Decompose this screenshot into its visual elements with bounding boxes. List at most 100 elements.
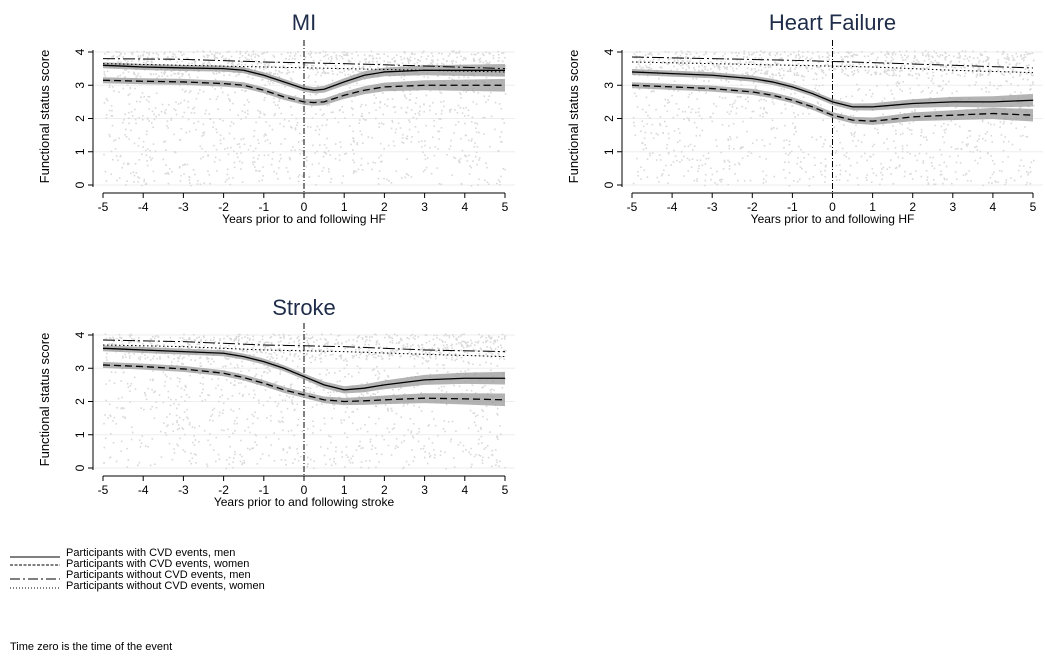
scatter-point <box>424 169 426 171</box>
scatter-point <box>988 72 991 75</box>
scatter-point <box>124 69 126 71</box>
scatter-point <box>424 451 427 453</box>
scatter-point <box>755 70 758 73</box>
scatter-point <box>851 134 853 136</box>
scatter-point <box>253 389 255 392</box>
scatter-point <box>143 59 145 61</box>
scatter-point <box>259 350 262 352</box>
scatter-point <box>184 385 187 387</box>
scatter-point <box>737 62 740 64</box>
scatter-point <box>334 343 336 345</box>
scatter-point <box>437 347 439 350</box>
scatter-point <box>491 454 494 456</box>
scatter-point <box>671 94 673 97</box>
scatter-point <box>646 158 649 160</box>
scatter-point <box>900 54 902 56</box>
scatter-point <box>834 68 837 71</box>
scatter-point <box>214 51 217 54</box>
scatter-point <box>950 146 953 149</box>
scatter-point <box>423 456 426 459</box>
scatter-point <box>377 66 379 69</box>
scatter-point <box>297 141 300 143</box>
scatter-point <box>471 463 473 466</box>
scatter-point <box>340 146 342 148</box>
scatter-point <box>219 134 222 137</box>
scatter-point <box>443 364 445 366</box>
scatter-point <box>376 53 379 55</box>
scatter-point <box>288 71 291 74</box>
scatter-point <box>158 75 160 77</box>
scatter-point <box>217 377 220 380</box>
scatter-point <box>190 462 193 465</box>
scatter-point <box>721 123 724 126</box>
scatter-point <box>914 109 916 111</box>
scatter-point <box>187 57 189 60</box>
scatter-point <box>296 337 298 339</box>
scatter-point <box>270 72 272 74</box>
legend-label: Participants without CVD events, men <box>66 569 251 581</box>
scatter-point <box>489 145 491 148</box>
scatter-point <box>478 438 480 441</box>
scatter-point <box>151 438 154 440</box>
scatter-point <box>199 362 202 364</box>
scatter-point <box>999 121 1002 123</box>
scatter-point <box>832 67 835 70</box>
scatter-point <box>909 173 911 175</box>
scatter-point <box>209 118 211 120</box>
scatter-point <box>358 348 360 351</box>
scatter-point <box>429 105 431 107</box>
scatter-point <box>171 55 174 58</box>
scatter-point <box>447 348 449 351</box>
scatter-point <box>264 65 267 67</box>
scatter-point <box>299 350 302 353</box>
scatter-point <box>219 139 222 141</box>
scatter-point <box>276 357 278 360</box>
scatter-point <box>385 379 387 381</box>
scatter-point <box>167 390 170 393</box>
scatter-point <box>351 411 354 413</box>
scatter-point <box>1011 69 1014 72</box>
scatter-point <box>462 107 465 109</box>
scatter-point <box>502 167 505 170</box>
scatter-point <box>365 460 367 462</box>
scatter-point <box>494 339 496 342</box>
scatter-point <box>795 60 797 63</box>
scatter-point <box>778 68 781 71</box>
scatter-point <box>1013 59 1016 61</box>
scatter-point <box>424 140 426 142</box>
scatter-point <box>160 71 163 74</box>
scatter-point <box>451 358 453 361</box>
scatter-point <box>294 95 297 97</box>
scatter-point <box>360 115 363 117</box>
scatter-point <box>311 336 314 338</box>
scatter-point <box>786 70 789 73</box>
scatter-point <box>147 164 149 167</box>
scatter-point <box>330 349 332 352</box>
series-line-solid <box>631 71 1034 108</box>
scatter-point <box>972 57 975 60</box>
scatter-point <box>241 463 243 466</box>
scatter-point <box>282 421 284 423</box>
scatter-point <box>500 131 503 133</box>
scatter-point <box>264 348 266 351</box>
scatter-point <box>137 340 140 343</box>
scatter-point <box>133 376 136 379</box>
scatter-point <box>787 154 790 156</box>
scatter-point <box>175 101 177 104</box>
scatter-point <box>238 392 241 395</box>
scatter-point <box>375 434 378 437</box>
scatter-point <box>254 441 256 444</box>
scatter-point <box>691 158 694 161</box>
scatter-point <box>932 71 934 74</box>
scatter-point <box>425 166 428 169</box>
scatter-point <box>1024 56 1027 58</box>
scatter-point <box>170 74 173 77</box>
scatter-point <box>686 53 688 56</box>
scatter-point <box>201 391 203 394</box>
scatter-point <box>145 182 148 185</box>
scatter-point <box>163 422 165 424</box>
scatter-point <box>114 138 117 141</box>
scatter-point <box>284 138 286 140</box>
scatter-point <box>657 133 659 136</box>
scatter-point <box>976 73 979 76</box>
